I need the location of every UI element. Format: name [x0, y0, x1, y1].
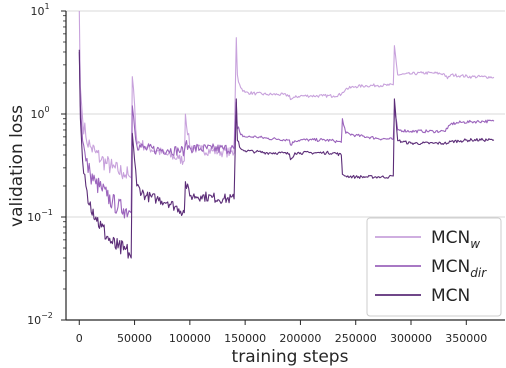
series-line-2	[78, 49, 495, 259]
x-ticks: 0 50000 100000 150000 200000 250000 300000 3500…	[76, 320, 487, 345]
series-lines	[78, 10, 495, 259]
x-tick-label: 300000	[390, 332, 432, 345]
y-ticks: 10−2 10−1 100 101	[27, 2, 66, 327]
x-tick-label: 50000	[117, 332, 152, 345]
legend-label-1: MCNdir	[431, 257, 487, 280]
legend-label-0: MCNw	[431, 228, 480, 251]
x-axis-label: training steps	[232, 347, 349, 367]
legend-label-2: MCN	[431, 286, 470, 306]
x-tick-label: 0	[76, 332, 83, 345]
x-tick-label: 150000	[224, 332, 266, 345]
x-tick-label: 100000	[169, 332, 211, 345]
legend: MCNw MCNdir MCN	[366, 217, 502, 317]
y-tick-label: 10−2	[27, 311, 53, 327]
x-tick-label: 200000	[279, 332, 321, 345]
legend-box	[366, 217, 502, 317]
series-line-1	[78, 51, 495, 219]
y-tick-label: 100	[30, 105, 49, 121]
y-tick-label: 101	[30, 2, 49, 18]
x-tick-label: 350000	[445, 332, 487, 345]
y-tick-label: 10−1	[27, 208, 53, 224]
axes	[65, 11, 505, 321]
x-tick-label: 250000	[335, 332, 377, 345]
y-axis-label: validation loss	[7, 105, 27, 227]
